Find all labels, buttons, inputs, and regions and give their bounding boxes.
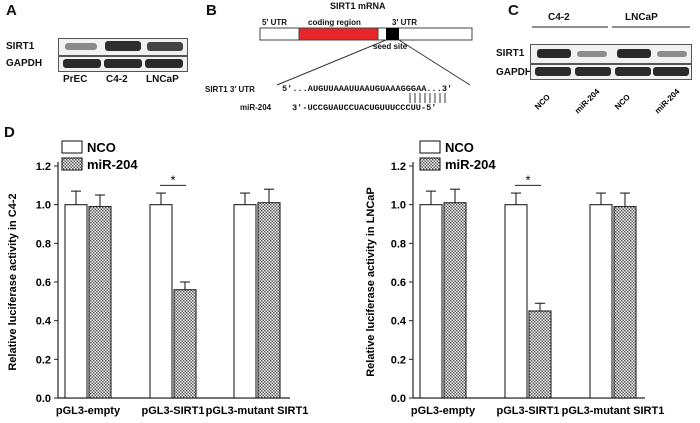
seed-site-block xyxy=(386,28,399,40)
blot-band xyxy=(575,67,611,76)
x-tick-label: pGL3-mutant SIRT1 xyxy=(562,405,665,417)
bar-mir204 xyxy=(257,202,281,399)
y-tick-label: 1.0 xyxy=(36,200,51,212)
y-tick-label: 0.6 xyxy=(36,277,51,289)
x-tick-label: pGL3-SIRT1 xyxy=(497,405,560,417)
legend-swatch xyxy=(419,157,441,171)
blot-a-lane-prec: PrEC xyxy=(63,74,88,85)
legend-swatch xyxy=(419,140,441,154)
base-pairing-lines xyxy=(409,93,446,103)
bar-mir204 xyxy=(173,289,197,399)
zoom-line-right xyxy=(398,39,471,86)
blot-band xyxy=(653,67,689,76)
bar-nco xyxy=(419,204,443,399)
blot-a-lane-lncap: LNCaP xyxy=(146,74,179,85)
zoom-line-left xyxy=(276,39,387,86)
utr3-label: 3' UTR xyxy=(392,18,418,27)
blot-c-label-gapdh: GAPDH xyxy=(496,67,533,78)
bar-mir204 xyxy=(528,310,552,399)
blot-band xyxy=(65,43,97,50)
y-tick-label: 0.4 xyxy=(36,316,52,328)
bar-nco xyxy=(64,204,88,399)
blot-a-sirt1-strip xyxy=(58,38,188,56)
blot-band xyxy=(617,49,651,58)
significance-star: * xyxy=(170,172,175,187)
sirt1-utr-sequence: 5'...AUGUUAAAUUAAUGUAAAGGGAA...3' xyxy=(282,84,453,94)
x-tick-label: pGL3-SIRT1 xyxy=(142,405,205,417)
legend-label: NCO xyxy=(445,140,474,155)
y-tick-label: 1.2 xyxy=(36,161,51,173)
blot-band xyxy=(535,67,571,76)
bar-mir204 xyxy=(88,206,112,399)
y-tick-label: 0.2 xyxy=(36,354,51,366)
panel-letter-d: D xyxy=(4,124,15,141)
blot-c-group-lncap: LNCaP xyxy=(625,12,658,23)
blot-band xyxy=(63,59,101,68)
bar-nco xyxy=(149,204,173,399)
blot-a-gapdh-strip xyxy=(58,56,188,72)
panel-letter-b: B xyxy=(206,2,217,19)
y-axis-label: Relative luciferase activity in C4-2 xyxy=(7,193,19,370)
legend-label: miR-204 xyxy=(445,157,496,172)
bar-mir204 xyxy=(613,206,637,399)
blot-a-label-sirt1: SIRT1 xyxy=(6,41,35,52)
y-axis-label: Relative luciferase activity in LNCaP xyxy=(365,187,377,377)
bar-nco xyxy=(589,204,613,399)
y-tick-label: 1.0 xyxy=(391,200,406,212)
blot-band xyxy=(537,49,571,58)
blot-band xyxy=(147,42,183,51)
blot-a-lane-c42: C4-2 xyxy=(106,74,128,85)
blot-c-gapdh-strip xyxy=(530,64,692,80)
blot-c-label-sirt1: SIRT1 xyxy=(496,48,525,59)
x-tick-label: pGL3-mutant SIRT1 xyxy=(206,405,309,417)
blot-band xyxy=(615,67,651,76)
legend-swatch xyxy=(61,157,83,171)
panel-letter-c: C xyxy=(508,2,519,19)
y-tick-label: 0.0 xyxy=(391,393,406,405)
utr5-label: 5' UTR xyxy=(262,18,288,27)
mrna-title: SIRT1 mRNA xyxy=(330,1,386,11)
significance-star: * xyxy=(525,172,530,187)
blot-band xyxy=(104,59,142,68)
mir204-label: miR-204 xyxy=(240,103,272,112)
y-tick-label: 0.8 xyxy=(36,238,51,250)
y-tick-label: 0.4 xyxy=(391,316,407,328)
bar-nco xyxy=(504,204,528,399)
mir204-sequence: 3'-UCCGUAUCCUACUGUUUCCCUU-5' xyxy=(292,103,437,113)
y-tick-label: 0.0 xyxy=(36,393,51,405)
y-tick-label: 0.6 xyxy=(391,277,406,289)
bar-mir204 xyxy=(443,202,467,399)
blot-c-sirt1-strip xyxy=(530,44,692,64)
bar-nco xyxy=(233,204,257,399)
blot-band xyxy=(657,51,687,57)
sirt1-utr-label: SIRT1 3' UTR xyxy=(205,85,255,94)
coding-region-block xyxy=(298,27,379,41)
seed-site-label: seed site xyxy=(373,42,408,51)
y-tick-label: 1.2 xyxy=(391,161,406,173)
blot-band xyxy=(577,51,607,57)
x-tick-label: pGL3-empty xyxy=(56,405,121,417)
coding-region-label: coding region xyxy=(308,18,361,27)
legend-swatch xyxy=(61,140,83,154)
blot-a-label-gapdh: GAPDH xyxy=(6,58,43,69)
legend-label: NCO xyxy=(87,140,116,155)
blot-c-group-c42: C4-2 xyxy=(548,12,570,23)
blot-band xyxy=(145,59,183,68)
x-tick-label: pGL3-empty xyxy=(411,405,476,417)
panel-letter-a: A xyxy=(6,2,17,19)
y-tick-label: 0.2 xyxy=(391,354,406,366)
legend-label: miR-204 xyxy=(87,157,138,172)
y-tick-label: 0.8 xyxy=(391,238,406,250)
blot-band xyxy=(105,41,141,51)
